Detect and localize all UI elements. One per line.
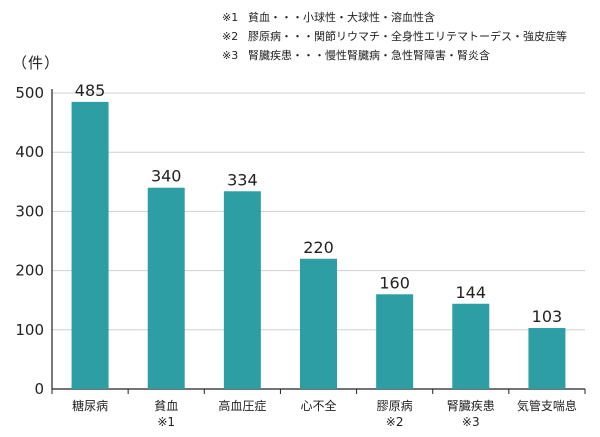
x-tick-label: 心不全: [300, 398, 336, 413]
data-label: 160: [379, 273, 410, 292]
footnote-mark: ※3: [222, 49, 239, 62]
x-tick-label: 膠原病: [377, 398, 413, 413]
bar: [147, 187, 185, 389]
x-tick-label: 腎臓疾患: [447, 398, 495, 413]
data-label: 334: [227, 170, 258, 189]
footnote-text: 貧血・・・小球性・大球性・溶血性含: [248, 11, 435, 24]
data-label: 485: [75, 81, 106, 100]
footnote-2: ※2 膠原病・・・関節リウマチ・全身性エリテマトーデス・強皮症等: [222, 27, 567, 46]
data-label: 340: [151, 167, 182, 186]
footnote-mark: ※1: [222, 11, 239, 24]
x-tick-note: ※2: [386, 415, 404, 429]
x-tick-label: 高血圧症: [218, 398, 266, 413]
x-tick-note: ※1: [157, 415, 175, 429]
y-tick-label: 400: [15, 143, 44, 161]
footnote-text: 腎臓疾患・・・慢性腎臓病・急性腎障害・腎炎含: [248, 49, 490, 62]
footnote-text: 膠原病・・・関節リウマチ・全身性エリテマトーデス・強皮症等: [248, 30, 567, 43]
data-label: 144: [456, 283, 487, 302]
y-tick-label: 100: [15, 321, 44, 339]
data-label: 220: [303, 238, 334, 257]
x-tick-label: 糖尿病: [72, 398, 108, 413]
x-tick-label: 貧血: [154, 399, 178, 413]
footnote-3: ※3 腎臓疾患・・・慢性腎臓病・急性腎障害・腎炎含: [222, 46, 567, 65]
y-tick-label: 0: [34, 380, 44, 398]
data-label: 103: [532, 307, 563, 326]
bar: [452, 303, 490, 389]
y-tick-label: 200: [15, 262, 44, 280]
x-tick-note: ※3: [462, 415, 480, 429]
y-tick-label: 300: [15, 202, 44, 220]
bar: [376, 294, 414, 389]
footnote-mark: ※2: [222, 30, 239, 43]
bar: [300, 258, 337, 389]
bar: [223, 191, 261, 389]
footnotes: ※1 貧血・・・小球性・大球性・溶血性含 ※2 膠原病・・・関節リウマチ・全身性エリ…: [222, 8, 567, 65]
x-tick-label: 気管支喘息: [517, 398, 577, 413]
bar: [71, 101, 109, 389]
footnote-1: ※1 貧血・・・小球性・大球性・溶血性含: [222, 8, 567, 27]
bar: [528, 328, 566, 389]
y-tick-label: 500: [15, 84, 44, 102]
y-axis-unit-label: （件）: [12, 54, 61, 72]
